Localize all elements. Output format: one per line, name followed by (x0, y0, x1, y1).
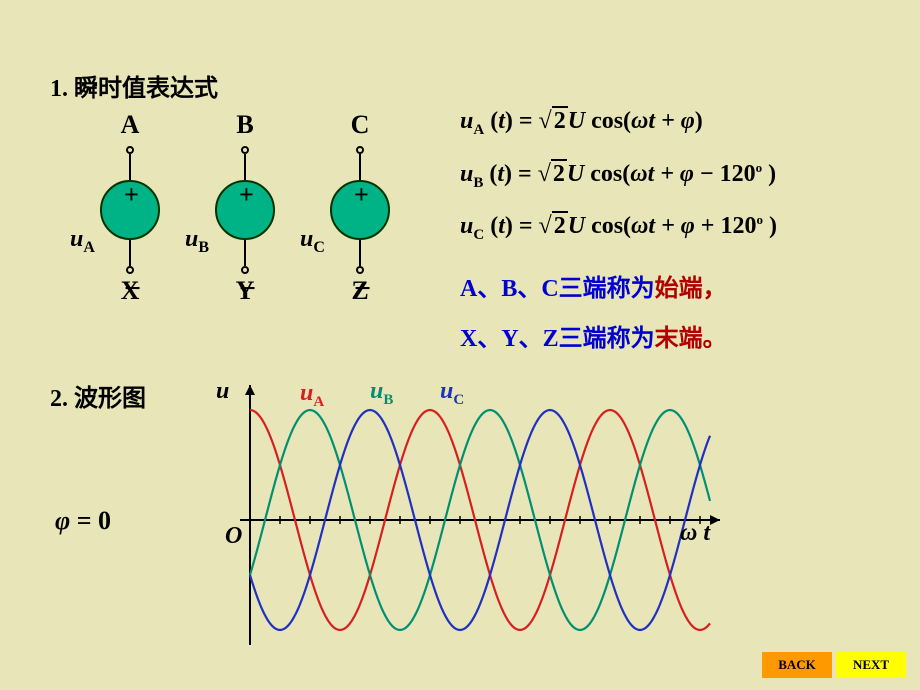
terminal-label-top: C (330, 110, 390, 140)
axis-label-u: u (216, 378, 229, 405)
plus-sign: + (354, 180, 369, 210)
note-line-2: X、Y、Z三端称为末端。 (460, 318, 727, 353)
wire-icon (129, 240, 131, 266)
equation-uB: uB (t) = 2U cos(ωt + φ − 120o ) (460, 160, 776, 192)
section-heading-1: 1. 瞬时值表达式 (50, 68, 218, 103)
voltage-label: uA (70, 226, 95, 257)
terminal-label-top: A (100, 110, 160, 140)
plus-sign: + (239, 180, 254, 210)
axis-label-wt: ω t (680, 520, 710, 547)
wire-icon (359, 240, 361, 266)
minus-sign: − (354, 272, 371, 306)
minus-sign: − (239, 272, 256, 306)
terminal-icon (126, 146, 134, 154)
next-button[interactable]: NEXT (836, 652, 906, 678)
voltage-source-A: A+−uAX (100, 110, 160, 306)
wire-icon (359, 154, 361, 180)
section-heading-2: 2. 波形图 (50, 378, 146, 413)
note-line-1: A、B、C三端称为始端， (460, 268, 727, 303)
terminal-icon (241, 146, 249, 154)
voltage-source-C: C+−uCZ (330, 110, 390, 306)
wire-icon (244, 154, 246, 180)
equation-uC: uC (t) = 2U cos(ωt + φ + 120o ) (460, 212, 777, 244)
series-label-A: uA (300, 380, 324, 411)
terminal-label-top: B (215, 110, 275, 140)
wire-icon (244, 240, 246, 266)
plus-sign: + (124, 180, 139, 210)
series-label-C: uC (440, 378, 464, 409)
axis-origin-label: O (225, 523, 242, 550)
wire-icon (129, 154, 131, 180)
series-label-B: uB (370, 378, 393, 409)
back-button[interactable]: BACK (762, 652, 832, 678)
voltage-label: uB (185, 226, 209, 257)
terminal-icon (356, 146, 364, 154)
equation-uA: uA (t) = 2U cos(ωt + φ) (460, 108, 703, 139)
voltage-label: uC (300, 226, 325, 257)
minus-sign: − (124, 272, 141, 306)
phi-equals-zero: φ = 0 (55, 506, 111, 536)
voltage-source-B: B+−uBY (215, 110, 275, 306)
